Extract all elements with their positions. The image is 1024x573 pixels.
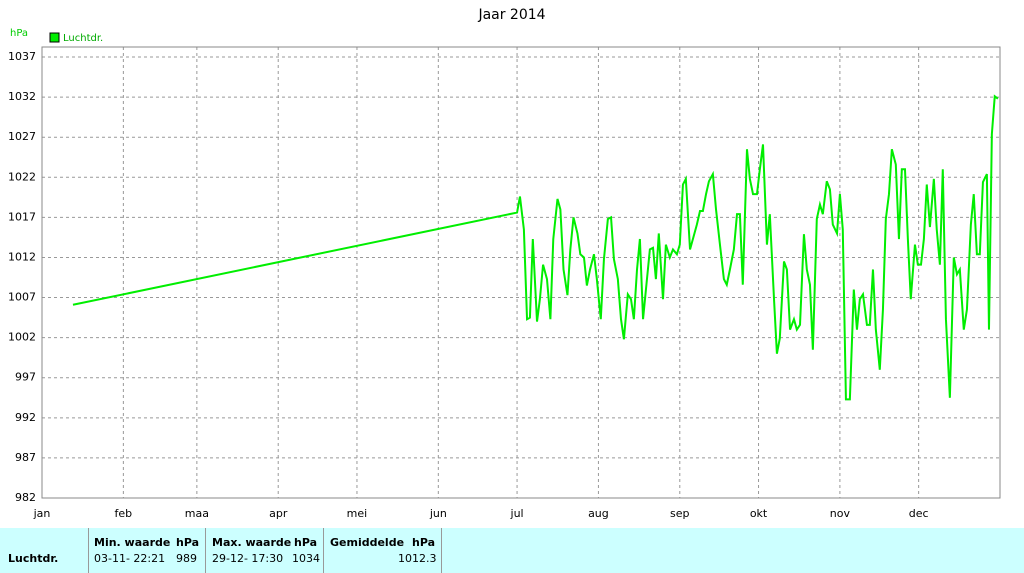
y-tick-label: 997 [15,371,36,384]
y-tick-label: 992 [15,411,36,424]
x-tick-label: apr [269,507,288,520]
y-tick-label: 1027 [8,130,36,143]
x-tick-label: mei [347,507,368,520]
y-tick-label: 1012 [8,250,36,263]
x-tick-label: jul [510,507,524,520]
x-tick-label: jan [33,507,51,520]
plot-frame [41,46,1001,499]
y-tick-label: 1022 [8,170,36,183]
y-tick-label: 1007 [8,291,36,304]
line [72,94,999,401]
cell: 989 [176,552,197,565]
x-tick-label: feb [115,507,133,520]
y-tick-label: 1017 [8,210,36,223]
y-tick-label: 1037 [8,50,36,63]
cell: 1034 [292,552,320,565]
y-tick-label: 987 [15,451,36,464]
header: Max. waarde [212,536,292,549]
x-tick-label: jun [429,507,447,520]
legend-label: Luchtdr. [63,33,103,44]
x-tick-label: aug [588,507,609,520]
cell: 03-11- 22:21 [94,552,166,565]
y-tick-label: 1002 [8,331,36,344]
row-label: Luchtdr. [8,552,59,565]
chart-title: Jaar 2014 [477,7,545,23]
header: Gemiddelde [330,536,405,549]
y-axis-label: hPa [10,28,28,39]
cell: 1012.3 [398,552,437,565]
x-tick-label: dec [909,507,929,520]
header: Min. waarde [94,536,171,549]
cell: 29-12- 17:30 [212,552,284,565]
header: hPa [412,536,436,549]
x-tick-label: sep [670,507,689,520]
x-tick-label: okt [750,507,768,520]
y-tick-label: 1032 [8,90,36,103]
header: hPa [176,536,200,549]
legend-swatch [49,32,60,43]
chart: Jaar 2014 hPa Luchtdr. 982 987 992 997 1002 1… [8,7,1001,520]
x-tick-label: nov [830,507,851,520]
x-tick-label: maa [185,507,209,520]
y-tick-label: 982 [15,491,36,504]
stats-table: Min. waarde hPa Max. waarde hPa Gemiddel… [0,528,1024,573]
header: hPa [294,536,318,549]
